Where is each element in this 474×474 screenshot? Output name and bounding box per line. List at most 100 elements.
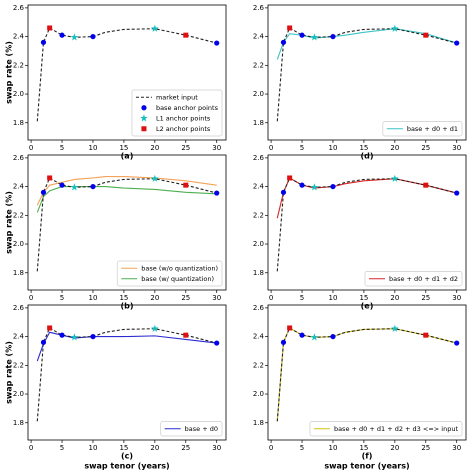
x-tick-label: 10 (89, 144, 98, 152)
y-tick-label: 2.2 (13, 61, 24, 69)
plot-frame (27, 154, 227, 291)
y-tick-label: 2.4 (13, 183, 25, 191)
marker (330, 333, 336, 340)
y-axis-label: swap rate (%) (5, 41, 14, 104)
marker (151, 24, 159, 32)
marker (183, 32, 189, 38)
marker (280, 339, 287, 345)
y-tick-label: 1.8 (13, 119, 24, 127)
plot-frame (267, 304, 467, 441)
x-tick-label: 15 (359, 444, 368, 452)
x-tick-label: 10 (329, 294, 338, 302)
marker (423, 32, 429, 38)
marker (391, 174, 399, 182)
panel-label: (f) (362, 452, 373, 461)
marker (40, 339, 47, 345)
x-tick-label: 5 (60, 294, 64, 302)
legend-box (382, 121, 463, 137)
legend-label: market input (156, 93, 198, 101)
series-line (36, 175, 217, 206)
x-axis-label: swap tenor (years) (84, 462, 169, 471)
y-tick-label: 2.0 (253, 90, 264, 98)
marker (299, 32, 305, 38)
marker (70, 333, 79, 341)
y-tick-label: 2.6 (253, 154, 265, 162)
legend: base + d0 + d1 (382, 121, 463, 137)
x-tick-label: 10 (89, 294, 98, 302)
series-line (276, 327, 457, 422)
x-tick-label: 5 (300, 144, 304, 152)
x-tick-label: 25 (421, 294, 430, 302)
x-tick-label: 15 (119, 294, 128, 302)
legend-box (364, 271, 463, 287)
marker (310, 333, 319, 341)
legend: base (w/o quantization) base (w/ quantiza… (116, 260, 223, 287)
marker (310, 183, 319, 191)
panel-label: (e) (361, 302, 374, 311)
marker (423, 332, 429, 338)
x-tick-label: 0 (29, 444, 33, 452)
legend-label: base (w/ quantization) (141, 275, 214, 283)
x-tick-label: 15 (359, 144, 368, 152)
marker (330, 33, 336, 40)
marker (90, 333, 96, 340)
marker (183, 332, 189, 338)
marker (214, 190, 220, 196)
x-tick-label: 15 (359, 294, 368, 302)
x-tick-label: 30 (212, 144, 221, 152)
x-tick-label: 10 (89, 444, 98, 452)
y-tick-label: 1.8 (253, 419, 264, 427)
panel: 0 5 10 15 20 25 30 1.8 2.0 2.2 2.4 2.6 (c)swap tenor… (5, 304, 227, 471)
y-axis-label: swap rate (%) (5, 191, 14, 254)
x-tick-label: 0 (269, 294, 273, 302)
marker (280, 39, 287, 45)
marker (287, 325, 293, 331)
x-tick-label: 30 (452, 444, 461, 452)
marker (280, 189, 287, 195)
legend-label: L1 anchor points (156, 114, 211, 122)
x-axis-label: swap tenor (years) (324, 462, 409, 471)
y-tick-label: 2.0 (13, 240, 24, 248)
marker (59, 332, 65, 338)
y-tick-label: 2.4 (13, 33, 25, 41)
legend-label: base + d0 (185, 425, 218, 433)
marker (310, 33, 319, 41)
x-tick-label: 15 (119, 144, 128, 152)
x-tick-label: 20 (390, 444, 399, 452)
series-line (276, 327, 457, 422)
x-tick-label: 25 (181, 144, 190, 152)
marker (47, 325, 53, 331)
marker (299, 182, 305, 188)
marker (214, 340, 220, 346)
x-tick-label: 30 (452, 144, 461, 152)
marker (299, 332, 305, 338)
y-axis-label: swap rate (%) (5, 341, 14, 404)
panel-label: (c) (121, 452, 133, 461)
x-tick-label: 30 (452, 294, 461, 302)
y-tick-label: 2.4 (253, 333, 265, 341)
y-tick-label: 2.2 (13, 361, 24, 369)
y-tick-label: 2.0 (13, 390, 24, 398)
marker (423, 182, 429, 188)
x-tick-label: 5 (60, 444, 64, 452)
y-tick-label: 2.2 (253, 361, 264, 369)
legend-swatch (140, 114, 148, 122)
marker (454, 40, 460, 46)
panel: 0 5 10 15 20 25 30 1.8 2.0 2.2 2.4 2.6 (a) swap rate … (5, 4, 227, 161)
marker (183, 182, 189, 188)
legend-box (309, 421, 463, 437)
y-tick-label: 1.8 (253, 119, 264, 127)
marker (454, 190, 460, 196)
panel-label: (a) (121, 152, 134, 161)
legend-label: base + d0 + d1 (407, 125, 458, 133)
plot-frame (267, 4, 467, 141)
x-tick-label: 20 (390, 294, 399, 302)
marker (59, 182, 65, 188)
legend-label: base + d0 + d1 + d2 (389, 275, 458, 283)
y-tick-label: 1.8 (13, 269, 24, 277)
marker (151, 174, 159, 182)
x-tick-label: 0 (29, 144, 33, 152)
y-tick-label: 2.6 (13, 4, 25, 12)
panel: 0 5 10 15 20 25 30 1.8 2.0 2.2 2.4 2.6 (b) swap rate … (5, 154, 227, 311)
series-line (36, 327, 217, 422)
